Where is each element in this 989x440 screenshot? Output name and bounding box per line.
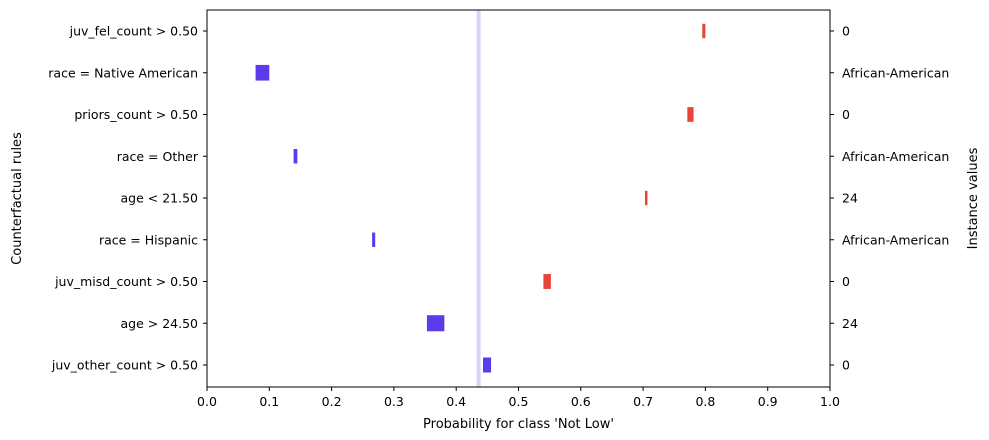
x-tick-label: 0.2	[322, 394, 342, 409]
rule-label: juv_fel_count > 0.50	[69, 24, 198, 39]
instance-value: African-American	[842, 232, 949, 247]
interval-bar	[702, 23, 706, 39]
x-axis-label: Probability for class 'Not Low'	[423, 417, 614, 432]
x-tick-label: 0.9	[758, 394, 778, 409]
x-tick-label: 0.5	[509, 394, 529, 409]
interval-bar	[543, 274, 551, 289]
x-tick-label: 0.0	[197, 394, 217, 409]
instance-value: 0	[842, 24, 850, 39]
interval-bar	[426, 315, 445, 332]
rule-label: race = Other	[117, 149, 199, 164]
rule-label: race = Hispanic	[99, 232, 198, 247]
x-tick-label: 0.1	[259, 394, 279, 409]
x-tick-label: 0.7	[633, 394, 653, 409]
plot-area	[255, 10, 706, 387]
interval-bar	[687, 107, 694, 122]
rule-label: juv_other_count > 0.50	[51, 358, 198, 373]
y2-axis-label: Instance values	[966, 147, 981, 249]
plot-frame	[206, 9, 831, 388]
instance-value: 0	[842, 274, 850, 289]
x-tick-label: 0.8	[695, 394, 715, 409]
x-tick-label: 0.6	[571, 394, 591, 409]
y-axis-label: Counterfactual rules	[10, 132, 25, 265]
rule-label: race = Native American	[48, 65, 198, 80]
instance-value: 24	[842, 191, 858, 206]
interval-bar	[255, 64, 270, 81]
instance-value-labels: 0 African-American 0 African-American 24 Afri…	[842, 24, 949, 373]
interval-bar	[644, 190, 648, 206]
x-axis: 0.0 0.1 0.2 0.3 0.4 0.5 0.6 0.7 0.8 0.9 1.0	[197, 30, 840, 409]
interval-bar	[372, 232, 376, 247]
rule-label: juv_misd_count > 0.50	[54, 274, 198, 289]
x-tick-label: 1.0	[820, 394, 840, 409]
x-tick-label: 0.4	[446, 394, 466, 409]
instance-value: 0	[842, 107, 850, 122]
x-tick-label: 0.3	[384, 394, 404, 409]
rule-label: age < 21.50	[121, 191, 199, 206]
instance-value: 0	[842, 358, 850, 373]
rule-label: priors_count > 0.50	[74, 107, 198, 122]
interval-bar	[293, 149, 298, 164]
interval-bar	[482, 357, 492, 373]
rule-labels: juv_fel_count > 0.50 race = Native Americ…	[48, 24, 199, 373]
instance-value: African-American	[842, 65, 949, 80]
rule-label: age > 24.50	[121, 316, 199, 331]
instance-value: 24	[842, 316, 858, 331]
instance-value: African-American	[842, 149, 949, 164]
